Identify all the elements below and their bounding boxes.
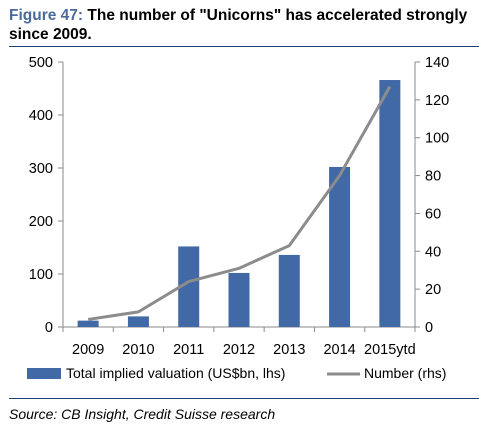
left-tick-label: 400 xyxy=(29,108,53,124)
figure-title: The number of "Unicorns" has accelerated… xyxy=(9,7,468,43)
right-tick-label: 40 xyxy=(425,244,441,260)
x-tick-label: 2013 xyxy=(273,342,305,358)
bar xyxy=(77,320,99,327)
legend-line-label: Number (rhs) xyxy=(364,365,446,381)
left-tick-label: 300 xyxy=(29,161,53,177)
bar xyxy=(329,166,351,327)
left-tick-label: 100 xyxy=(29,267,53,283)
x-tick-label: 2012 xyxy=(223,342,255,358)
source-note: Source: CB Insight, Credit Suisse resear… xyxy=(9,406,276,422)
x-tick-label: 2014 xyxy=(323,342,355,358)
tick-labels: 0 100 200 300 400 500 0 20 40 60 80 100 120 140 2009 20… xyxy=(29,55,449,358)
left-tick-label: 0 xyxy=(45,320,53,336)
legend-bar-swatch xyxy=(27,368,61,379)
right-tick-label: 120 xyxy=(425,93,449,109)
bar xyxy=(379,80,401,328)
right-tick-label: 140 xyxy=(425,55,449,71)
bar xyxy=(278,254,300,327)
left-tick-label: 500 xyxy=(29,55,53,71)
x-tick-label: 2009 xyxy=(72,342,104,358)
x-tick-label: 2015ytd xyxy=(364,342,416,358)
right-tick-label: 60 xyxy=(425,206,441,222)
legend: Total implied valuation (US$bn, lhs) Numb… xyxy=(27,365,446,381)
bottom-rule xyxy=(9,398,479,399)
x-tick-label: 2010 xyxy=(122,342,154,358)
left-tick-label: 200 xyxy=(29,214,53,230)
legend-bar-label: Total implied valuation (US$bn, lhs) xyxy=(66,365,285,381)
figure-label: Figure 47: xyxy=(9,7,84,24)
x-tick-label: 2011 xyxy=(173,342,204,358)
right-tick-label: 80 xyxy=(425,169,441,185)
bar xyxy=(127,316,149,327)
bar xyxy=(228,272,250,327)
right-tick-label: 20 xyxy=(425,282,441,298)
top-rule xyxy=(9,46,479,47)
line-series xyxy=(87,85,392,321)
bar xyxy=(178,246,200,327)
right-tick-label: 0 xyxy=(425,320,433,336)
chart-title: Figure 47: The number of "Unicorns" has … xyxy=(9,6,481,44)
right-tick-label: 100 xyxy=(425,131,449,147)
number-line xyxy=(87,85,392,321)
bar-series xyxy=(77,80,401,328)
